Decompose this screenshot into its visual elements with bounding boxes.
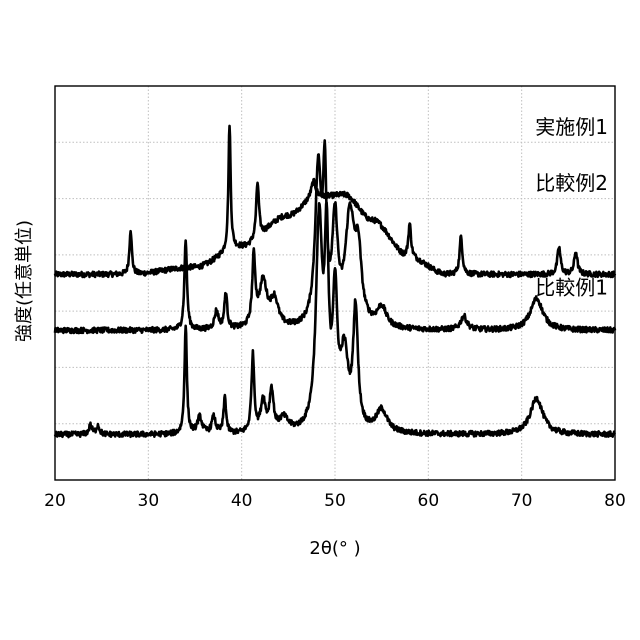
x-tick-label: 30 [138,491,160,511]
x-tick-labels: 20 30 40 50 60 70 80 [44,491,626,511]
x-tick-label: 70 [511,491,533,511]
y-axis-title: 強度(任意単位) [14,220,35,342]
x-tick-label: 60 [418,491,440,511]
x-tick-label: 40 [231,491,253,511]
x-tick-label: 50 [324,491,346,511]
x-tick-label: 20 [44,491,66,511]
x-axis-title: 2θ(° ) [309,538,360,559]
series-label-3: 比較例1 [535,275,608,299]
series-label-2: 比較例2 [535,171,608,195]
series-lines [55,126,615,437]
series-label-1: 実施例1 [535,115,608,139]
x-tick-label: 80 [604,491,626,511]
